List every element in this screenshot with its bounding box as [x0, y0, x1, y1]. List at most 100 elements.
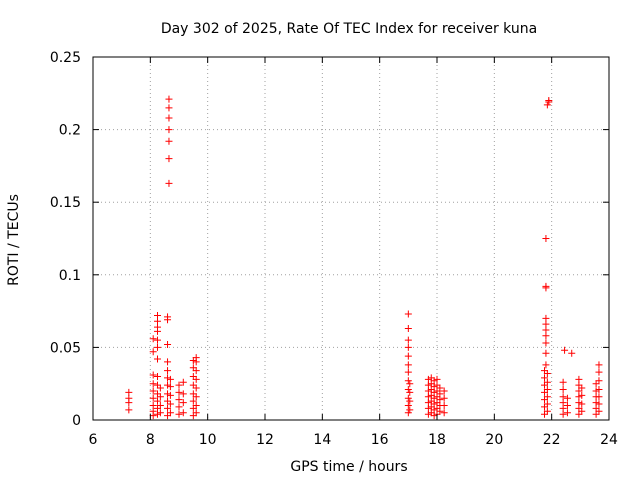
- y-tick-label: 0.25: [50, 50, 81, 66]
- x-tick-label: 12: [256, 432, 274, 448]
- data-point: [192, 354, 200, 362]
- data-point: [542, 361, 550, 369]
- data-point: [175, 410, 183, 418]
- data-point: [164, 313, 172, 321]
- data-point: [561, 346, 569, 354]
- data-point: [542, 235, 550, 242]
- data-point: [406, 406, 414, 414]
- data-point: [189, 404, 197, 412]
- data-point: [165, 137, 173, 145]
- ticks-layer: 6 8 10 12 14 16 18 20 22 24 0 0.05 0.1 0.15 0.2 0.25: [50, 50, 618, 448]
- data-point: [543, 400, 551, 408]
- x-tick-label: 18: [428, 432, 446, 448]
- data-point: [578, 400, 586, 408]
- data-point: [164, 367, 172, 375]
- data-point: [164, 397, 172, 405]
- data-point: [541, 403, 548, 411]
- data-point: [166, 409, 174, 417]
- data-point: [440, 409, 448, 417]
- data-point: [179, 390, 187, 398]
- data-point: [165, 179, 173, 187]
- data-point: [192, 409, 200, 417]
- data-point: [543, 370, 551, 378]
- y-tick-label: 0: [72, 413, 81, 429]
- data-point: [436, 384, 444, 392]
- data-point: [149, 394, 157, 402]
- x-tick-label: 10: [199, 432, 217, 448]
- data-point: [156, 401, 164, 409]
- data-point: [166, 400, 174, 408]
- data-point: [154, 311, 161, 319]
- data-point: [406, 380, 414, 388]
- x-tick-label: 20: [485, 432, 503, 448]
- data-point: [404, 310, 412, 318]
- data-point: [189, 356, 197, 364]
- data-point: [175, 396, 183, 404]
- data-point: [125, 406, 133, 414]
- data-point: [595, 400, 603, 408]
- data-point: [563, 409, 571, 417]
- data-point: [404, 361, 412, 369]
- data-point: [164, 358, 172, 366]
- data-point: [563, 401, 571, 409]
- data-point: [541, 374, 548, 382]
- data-point: [175, 403, 183, 411]
- data-point: [179, 399, 187, 407]
- data-point: [404, 401, 412, 409]
- data-point: [149, 401, 157, 409]
- data-point: [542, 349, 550, 357]
- data-point: [543, 101, 551, 109]
- data-point: [189, 390, 197, 398]
- data-point: [192, 367, 200, 375]
- data-point: [541, 410, 548, 418]
- data-point: [542, 282, 550, 290]
- data-point: [154, 397, 161, 405]
- data-point: [424, 375, 432, 383]
- data-point: [154, 404, 161, 412]
- data-point: [404, 394, 412, 402]
- data-point: [541, 367, 548, 375]
- data-point: [559, 378, 567, 386]
- data-point: [175, 381, 183, 389]
- y-tick-label: 0.1: [59, 268, 81, 284]
- data-point: [154, 390, 161, 398]
- plot-frame: [92, 56, 610, 421]
- data-point: [575, 375, 583, 383]
- data-point: [156, 384, 164, 392]
- data-point: [440, 387, 448, 395]
- y-tick-label: 0.15: [50, 195, 81, 211]
- data-point: [404, 352, 412, 360]
- data-point: [595, 407, 603, 415]
- data-point: [156, 409, 164, 417]
- data-point: [404, 377, 412, 385]
- x-tick-label: 6: [89, 432, 98, 448]
- data-point: [592, 387, 600, 395]
- data-point: [165, 104, 173, 112]
- data-point: [192, 393, 200, 401]
- data-point: [149, 335, 157, 343]
- data-point: [189, 372, 197, 380]
- data-point: [149, 348, 157, 356]
- data-point: [578, 391, 586, 399]
- x-tick-label: 16: [371, 432, 389, 448]
- data-point: [154, 336, 161, 344]
- data-point: [165, 126, 173, 134]
- data-point: [154, 343, 161, 351]
- data-point: [165, 114, 173, 122]
- data-point: [154, 372, 161, 380]
- data-point: [545, 97, 553, 105]
- data-point: [559, 386, 567, 394]
- data-point: [175, 388, 183, 396]
- data-point: [404, 343, 412, 351]
- data-point: [189, 397, 197, 405]
- data-point: [192, 384, 200, 392]
- data-point: [154, 381, 161, 389]
- x-tick-label: 22: [543, 432, 561, 448]
- data-point: [125, 388, 133, 396]
- data-point: [164, 412, 172, 420]
- points-layer: [125, 95, 603, 420]
- y-tick-label: 0.05: [50, 340, 81, 356]
- data-point: [430, 377, 438, 385]
- data-point: [192, 401, 200, 409]
